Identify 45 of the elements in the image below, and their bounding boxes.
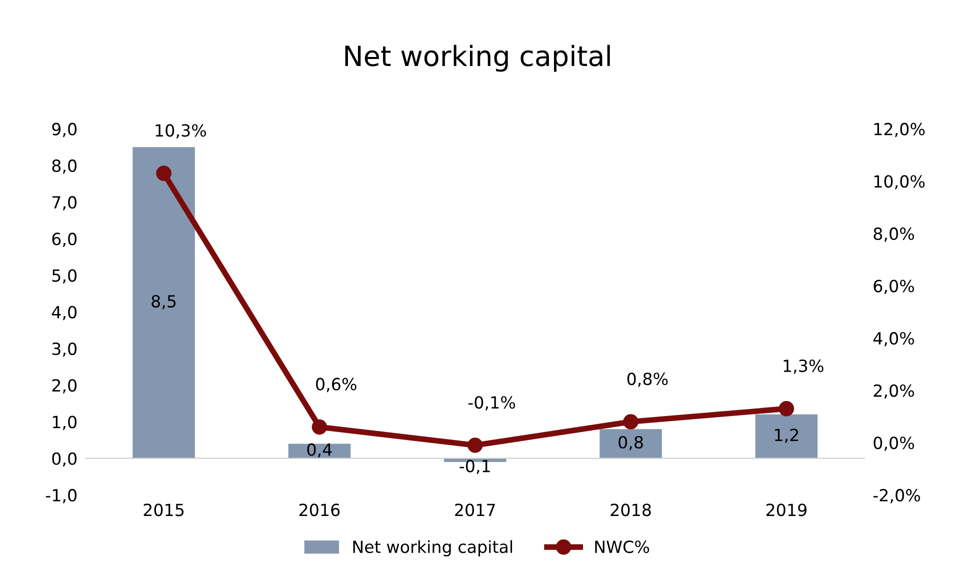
data-label: 10,3% bbox=[156, 124, 206, 138]
point bbox=[467, 438, 483, 453]
y-tick-label: 7,0 bbox=[52, 196, 77, 210]
y-tick-label: 9,0 bbox=[52, 122, 77, 138]
x-tick-label: 2019 bbox=[766, 504, 806, 516]
y2-tick-label: 0,0% bbox=[874, 436, 914, 451]
y-tick-label: 8,0 bbox=[52, 159, 77, 174]
point bbox=[312, 419, 328, 435]
x-tick-label: 2015 bbox=[144, 504, 184, 516]
y-tick-label: -1,0 bbox=[46, 488, 77, 504]
bar bbox=[132, 147, 195, 458]
point bbox=[778, 401, 794, 416]
y2-tick-label: 12,0% bbox=[874, 122, 925, 138]
data-label: 0,6% bbox=[316, 378, 356, 392]
bar bbox=[755, 414, 818, 458]
data-label: 1,2 bbox=[775, 428, 798, 443]
bar bbox=[600, 429, 662, 458]
data-label: 8,5 bbox=[152, 294, 176, 310]
data-label: 1,3% bbox=[784, 359, 824, 374]
x-tick-label: 2017 bbox=[455, 504, 495, 516]
point bbox=[623, 414, 638, 430]
data-label: 0,4 bbox=[307, 443, 332, 458]
data-label: 0,8% bbox=[627, 372, 668, 387]
y2-tick-label: 8,0% bbox=[874, 227, 914, 242]
data-label: -0,1% bbox=[468, 396, 516, 410]
chart-title: Net working capital bbox=[345, 44, 610, 72]
y2-tick-label: 10,0% bbox=[874, 175, 925, 190]
y-tick-label: 2,0 bbox=[52, 379, 77, 394]
legend-label: NWC% bbox=[595, 540, 650, 554]
y2-tick-label: -2,0% bbox=[873, 488, 920, 504]
y2-tick-label: 6,0% bbox=[874, 280, 914, 294]
y-tick-label: 1,0 bbox=[52, 416, 77, 430]
point bbox=[156, 166, 172, 181]
y2-tick-label: 4,0% bbox=[873, 332, 914, 346]
legend-label: Net working capital bbox=[353, 540, 512, 556]
x-tick-label: 2018 bbox=[610, 504, 651, 516]
y-tick-label: 5,0 bbox=[52, 269, 77, 284]
data-label: 0,8 bbox=[618, 436, 643, 450]
x-tick-label: 2016 bbox=[299, 504, 340, 516]
y-tick-label: 3,0 bbox=[52, 342, 77, 357]
y2-tick-label: 2,0% bbox=[874, 384, 914, 399]
y-tick-label: 6,0 bbox=[52, 232, 77, 247]
y-tick-label: 4,0 bbox=[52, 306, 77, 320]
y-tick-label: 0,0 bbox=[52, 452, 77, 467]
data-label: -0,1 bbox=[460, 460, 490, 474]
